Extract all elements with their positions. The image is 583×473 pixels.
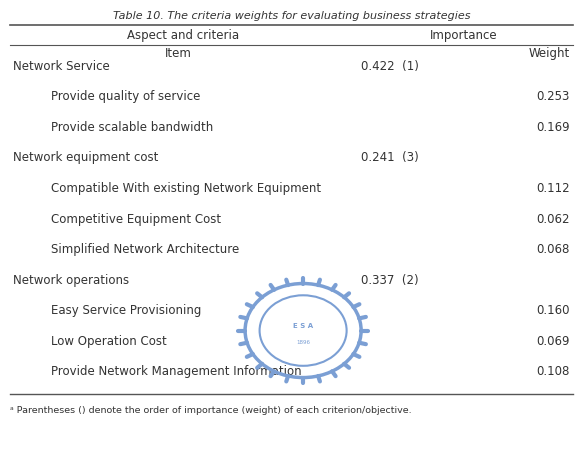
- Text: 0.169: 0.169: [536, 121, 570, 134]
- Text: 1896: 1896: [296, 340, 310, 345]
- Text: Table 10. The criteria weights for evaluating business strategies: Table 10. The criteria weights for evalu…: [113, 11, 470, 21]
- Text: Network equipment cost: Network equipment cost: [13, 151, 159, 165]
- Text: ᵃ Parentheses () denote the order of importance (weight) of each criterion/objec: ᵃ Parentheses () denote the order of imp…: [10, 406, 412, 415]
- Text: Easy Service Provisioning: Easy Service Provisioning: [51, 304, 201, 317]
- Text: Network operations: Network operations: [13, 274, 129, 287]
- Text: 0.108: 0.108: [536, 366, 570, 378]
- Text: 0.062: 0.062: [536, 212, 570, 226]
- Text: 0.253: 0.253: [536, 90, 570, 103]
- Text: 0.069: 0.069: [536, 335, 570, 348]
- Text: 0.112: 0.112: [536, 182, 570, 195]
- Text: Network Service: Network Service: [13, 60, 110, 73]
- Text: Competitive Equipment Cost: Competitive Equipment Cost: [51, 212, 221, 226]
- Text: Provide scalable bandwidth: Provide scalable bandwidth: [51, 121, 213, 134]
- Text: E S A: E S A: [293, 323, 313, 329]
- Text: Importance: Importance: [430, 29, 498, 42]
- Text: Compatible With existing Network Equipment: Compatible With existing Network Equipme…: [51, 182, 321, 195]
- Text: Low Operation Cost: Low Operation Cost: [51, 335, 167, 348]
- Text: 0.422  (1): 0.422 (1): [361, 60, 419, 73]
- Text: 0.160: 0.160: [536, 304, 570, 317]
- Text: Item: Item: [165, 47, 192, 60]
- Text: Aspect and criteria: Aspect and criteria: [127, 29, 239, 42]
- Text: Simplified Network Architecture: Simplified Network Architecture: [51, 243, 239, 256]
- Text: 0.068: 0.068: [536, 243, 570, 256]
- Text: Provide quality of service: Provide quality of service: [51, 90, 200, 103]
- Text: 0.241  (3): 0.241 (3): [361, 151, 419, 165]
- Text: Weight: Weight: [529, 47, 570, 60]
- Text: 0.337  (2): 0.337 (2): [361, 274, 419, 287]
- Text: Provide Network Management Information: Provide Network Management Information: [51, 366, 301, 378]
